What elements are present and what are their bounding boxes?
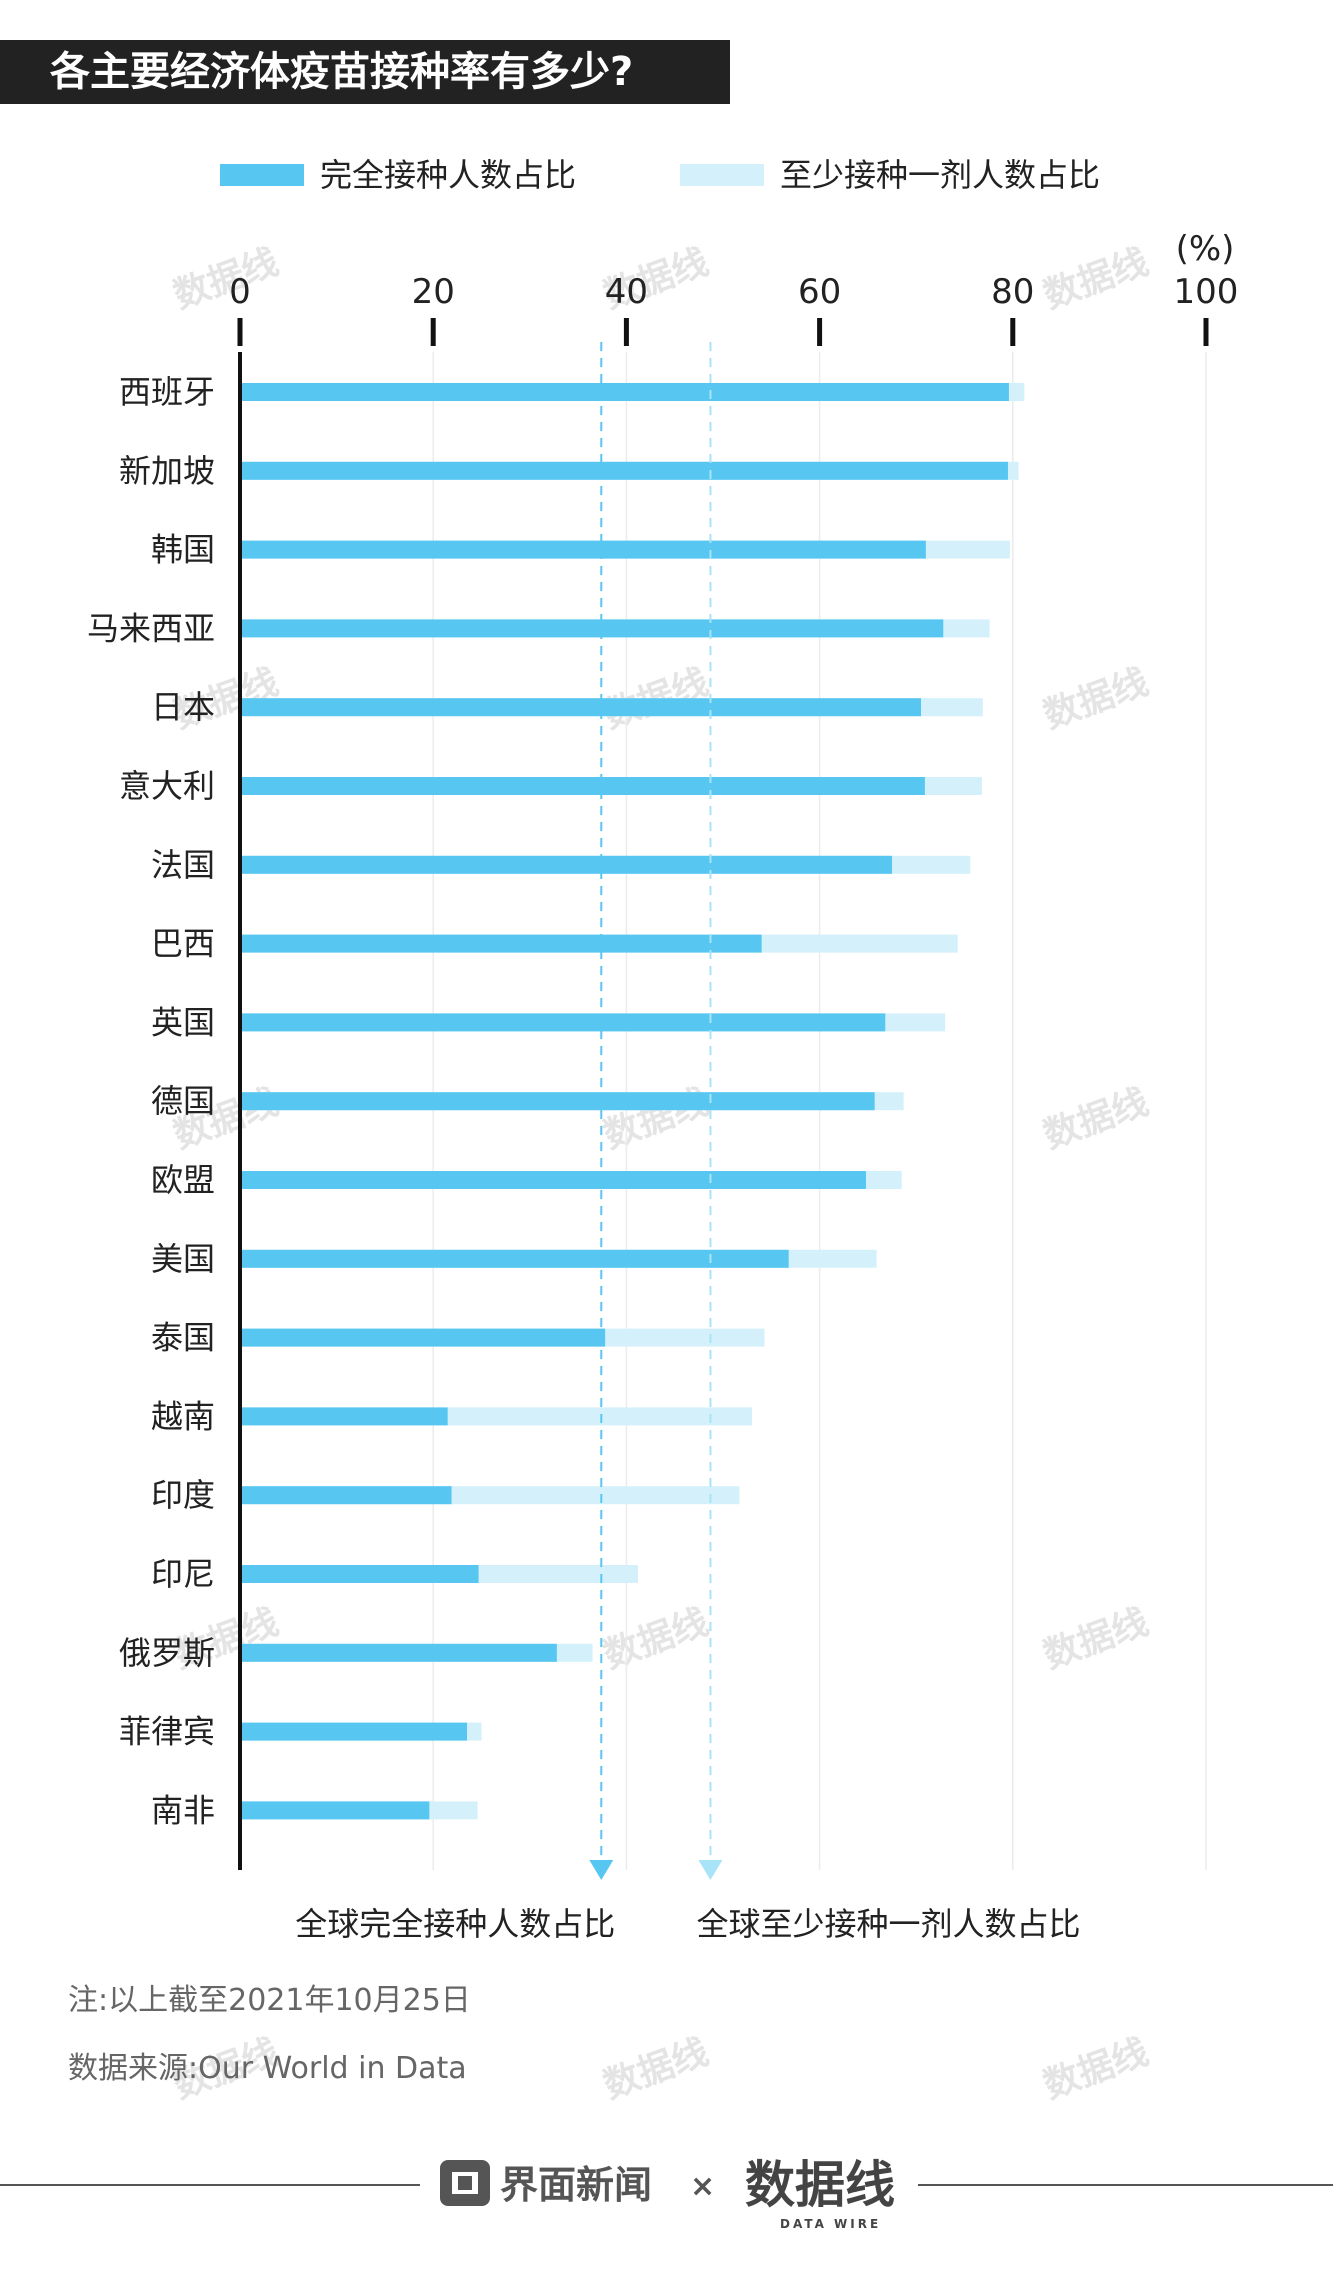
category-label: 菲律宾 bbox=[119, 1713, 215, 1751]
gridlines bbox=[432, 352, 1207, 1870]
bar-full bbox=[240, 461, 1008, 480]
bar-full bbox=[240, 1249, 789, 1268]
category-label: 新加坡 bbox=[119, 452, 215, 490]
watermark-mark: 数据线 bbox=[598, 2031, 714, 2106]
x-axis: 0 20 40 60 80 100 bbox=[229, 272, 1238, 346]
category-label: 印尼 bbox=[151, 1555, 215, 1593]
category-label: 马来西亚 bbox=[87, 609, 215, 647]
x-tick-label: 60 bbox=[798, 272, 841, 312]
category-label: 法国 bbox=[151, 846, 215, 884]
footnote: 注:以上截至2021年10月25日 bbox=[68, 1983, 471, 2018]
bar-full bbox=[240, 698, 922, 717]
x-tick-label: 0 bbox=[229, 272, 251, 312]
category-label: 欧盟 bbox=[151, 1161, 215, 1199]
bar-full bbox=[240, 1486, 452, 1505]
category-label: 英国 bbox=[151, 1003, 215, 1041]
unit-label: (%) bbox=[1176, 229, 1235, 269]
watermark-mark: 数据线 bbox=[1038, 661, 1154, 736]
bar-full bbox=[240, 1092, 875, 1111]
x-tick-label: 40 bbox=[605, 272, 648, 312]
bar-full bbox=[240, 1643, 557, 1662]
legend-swatch-partial bbox=[680, 164, 764, 186]
bar-full bbox=[240, 855, 893, 874]
category-label: 日本 bbox=[151, 688, 215, 726]
bar-full bbox=[240, 619, 944, 638]
watermark-mark: 数据线 bbox=[598, 1601, 714, 1676]
watermark-mark: 数据线 bbox=[1038, 241, 1154, 316]
reference-arrow bbox=[698, 1860, 723, 1880]
reference-label: 全球完全接种人数占比 bbox=[295, 1905, 615, 1943]
legend-label-partial: 至少接种一剂人数占比 bbox=[780, 156, 1101, 194]
x-tick-label: 100 bbox=[1174, 272, 1239, 312]
category-label: 美国 bbox=[151, 1240, 215, 1278]
category-label: 韩国 bbox=[151, 531, 215, 569]
category-label: 西班牙 bbox=[119, 373, 215, 411]
bar-full bbox=[240, 1565, 479, 1583]
watermark-mark: 数据线 bbox=[1038, 1081, 1154, 1156]
brand-right-subtext: DATA WIRE bbox=[780, 2217, 881, 2231]
legend-swatch-full bbox=[220, 164, 304, 186]
category-label: 越南 bbox=[151, 1397, 215, 1435]
x-tick-label: 20 bbox=[412, 272, 455, 312]
reference-arrow bbox=[589, 1860, 614, 1880]
brand-logo-left: 界面新闻 bbox=[440, 2160, 652, 2207]
chart-title: 各主要经济体疫苗接种率有多少? bbox=[0, 40, 730, 104]
category-label: 印度 bbox=[151, 1476, 215, 1514]
category-label: 南非 bbox=[151, 1791, 215, 1829]
bar-full bbox=[240, 1407, 448, 1426]
brand-right-text: 数据线 bbox=[745, 2156, 895, 2214]
watermark-mark: 数据线 bbox=[1038, 2031, 1154, 2106]
category-label: 德国 bbox=[151, 1082, 215, 1120]
bar-full bbox=[240, 1171, 866, 1189]
bar-full bbox=[240, 1722, 468, 1741]
watermark-mark: 数据线 bbox=[1038, 1601, 1154, 1676]
category-labels: 西班牙新加坡韩国马来西亚日本意大利法国巴西英国德国欧盟美国泰国越南印度印尼俄罗斯… bbox=[87, 373, 215, 1829]
reference-label: 全球至少接种一剂人数占比 bbox=[696, 1905, 1080, 1943]
brand-left-text: 界面新闻 bbox=[500, 2163, 652, 2207]
bar-full bbox=[240, 383, 1009, 401]
category-label: 意大利 bbox=[119, 767, 215, 805]
bar-full bbox=[240, 1013, 886, 1032]
brand-logo-right: 数据线 DATA WIRE bbox=[745, 2156, 895, 2231]
x-tick-label: 80 bbox=[991, 272, 1034, 312]
category-label: 泰国 bbox=[151, 1319, 215, 1357]
legend-label-full: 完全接种人数占比 bbox=[320, 156, 577, 194]
brand-separator: × bbox=[690, 2169, 715, 2204]
category-label: 巴西 bbox=[151, 925, 215, 963]
watermark-mark: 数据线 bbox=[168, 241, 284, 316]
bars bbox=[240, 383, 1025, 1820]
bar-full bbox=[240, 777, 925, 795]
reference-lines: 全球完全接种人数占比 全球至少接种一剂人数占比 bbox=[295, 342, 1080, 1943]
bar-full bbox=[240, 1328, 606, 1347]
bar-full bbox=[240, 1801, 430, 1820]
category-label: 俄罗斯 bbox=[119, 1634, 215, 1672]
bar-full bbox=[240, 540, 926, 559]
legend: 完全接种人数占比 至少接种一剂人数占比 bbox=[220, 150, 1220, 200]
bar-full bbox=[240, 934, 762, 953]
source-note: 数据来源:Our World in Data bbox=[68, 2051, 467, 2086]
